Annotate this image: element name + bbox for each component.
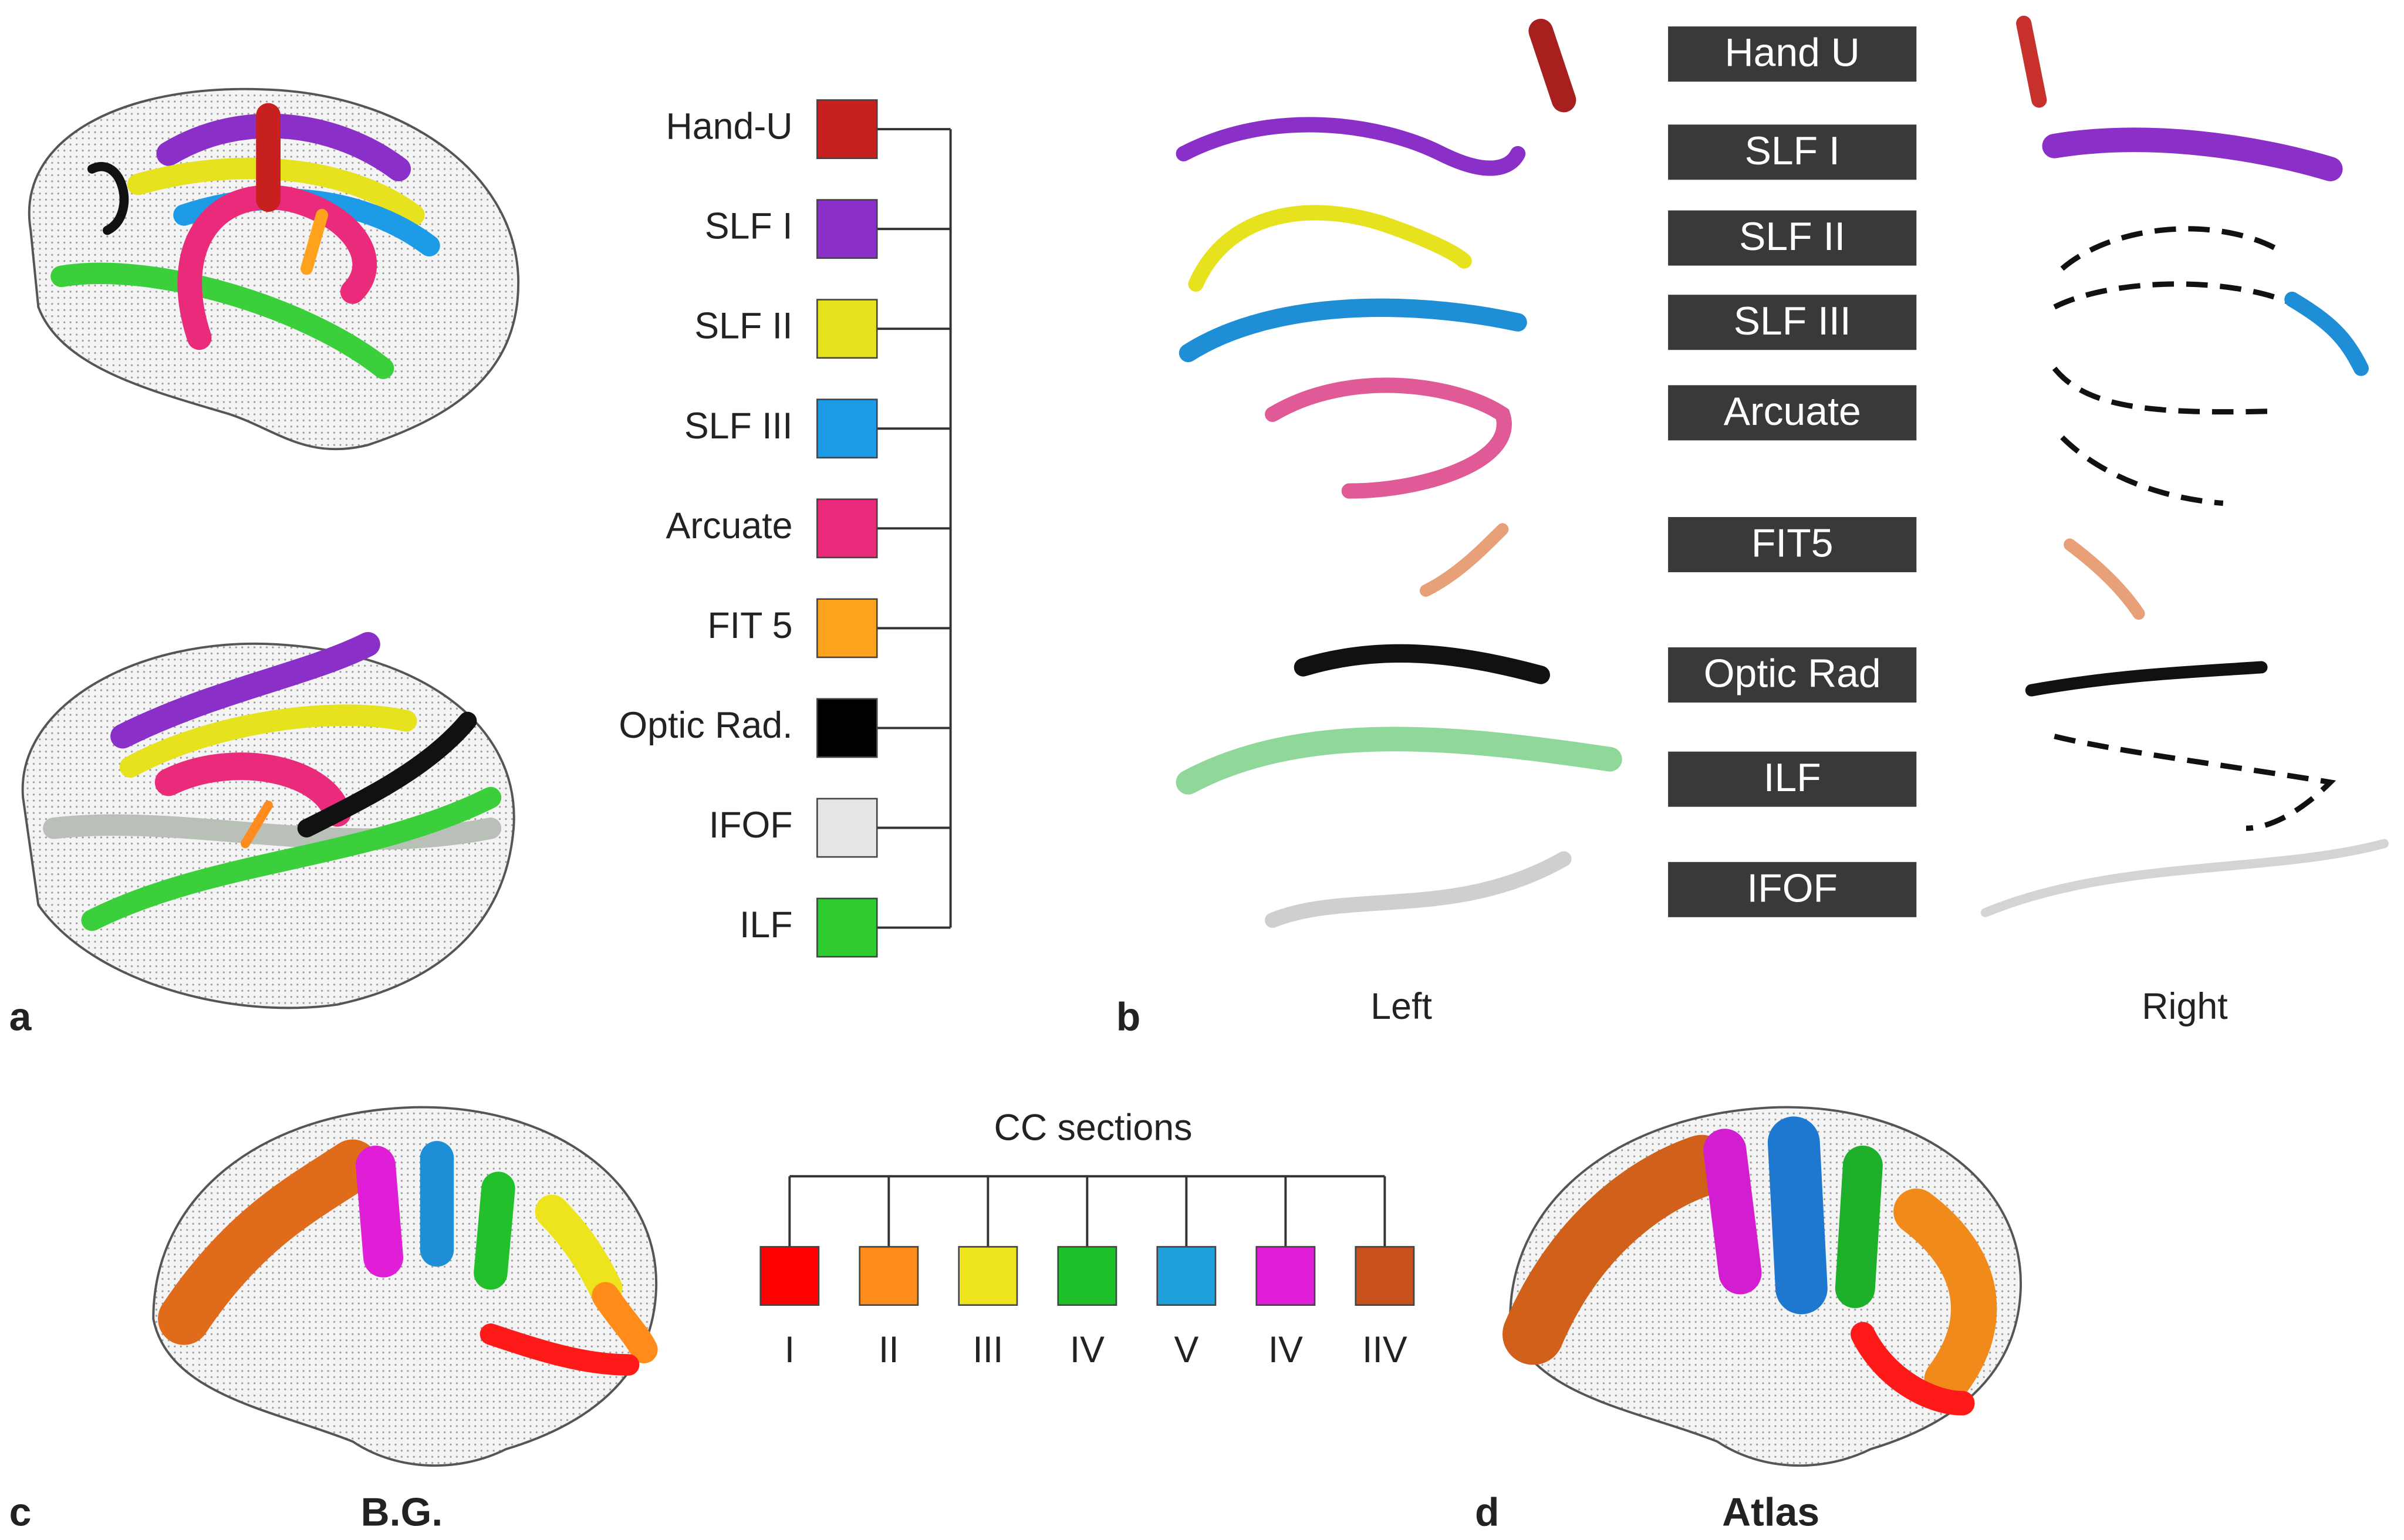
tract-box: [1668, 124, 1917, 180]
legend-swatch: [816, 498, 878, 559]
tract-label: IFOF: [1747, 866, 1838, 910]
tract-label: SLF II: [1739, 215, 1845, 259]
fibers-a-top: [50, 103, 440, 379]
legend-label: SLF II: [694, 306, 792, 347]
section-swatch: [1057, 1246, 1117, 1306]
tract-box: [1668, 751, 1917, 807]
tract-label: FIT5: [1751, 522, 1834, 566]
section-label: IV: [1268, 1329, 1303, 1370]
section-swatch: [1156, 1246, 1217, 1306]
artwork: [21, 15, 2389, 1467]
legend-label: FIT 5: [707, 605, 792, 646]
tract-label: ILF: [1764, 756, 1821, 800]
tract-box: [1668, 295, 1917, 350]
legend-title: CC sections: [994, 1107, 1193, 1148]
tract-label: Hand U: [1725, 31, 1860, 75]
tract-box: [1668, 516, 1917, 573]
fibers-d: [1502, 1116, 1997, 1416]
section-swatch: [859, 1246, 919, 1306]
legend-swatch: [816, 698, 878, 758]
legend-swatch: [816, 398, 878, 459]
tract-label: SLF III: [1734, 299, 1851, 343]
legend-swatch: [816, 598, 878, 658]
tract-box: [1668, 26, 1917, 82]
fibers-b-left: [1176, 18, 1622, 928]
panel-letter: c: [9, 1490, 32, 1534]
legend-swatch: [816, 798, 878, 858]
legend-label: Arcuate: [666, 505, 792, 546]
fibers-c: [158, 1139, 658, 1376]
fibers-b-right: [1981, 15, 2389, 917]
tract-box: [1668, 210, 1917, 266]
section-label: I: [785, 1329, 795, 1370]
tract-box: [1668, 862, 1917, 917]
fibers-a-bottom: [43, 631, 502, 931]
section-swatch: [1255, 1246, 1316, 1306]
panel-letter: d: [1475, 1490, 1499, 1534]
section-label: IIV: [1362, 1329, 1407, 1370]
tract-label: Optic Rad: [1704, 652, 1881, 696]
legend-swatch: [816, 199, 878, 259]
legend-label: SLF III: [684, 406, 793, 447]
section-swatch: [759, 1246, 820, 1306]
caption: Atlas: [1722, 1490, 1819, 1534]
column-label: Right: [2142, 986, 2227, 1027]
legend-label: IFOF: [709, 805, 793, 846]
legend-swatch: [816, 299, 878, 359]
panel-letter: b: [1116, 995, 1140, 1039]
legend-label: ILF: [740, 904, 793, 945]
column-label: Left: [1370, 986, 1432, 1027]
section-label: III: [973, 1329, 1003, 1370]
legend-label: Optic Rad.: [619, 705, 792, 746]
tract-box: [1668, 647, 1917, 703]
panel-letter: a: [9, 995, 32, 1039]
tract-label: Arcuate: [1724, 390, 1861, 434]
section-label: V: [1174, 1329, 1198, 1370]
legend-swatch: [816, 897, 878, 958]
caption: B.G.: [361, 1490, 443, 1534]
section-label: IV: [1070, 1329, 1105, 1370]
legend-swatch: [816, 99, 878, 160]
section-swatch: [958, 1246, 1018, 1306]
legend-label: Hand-U: [666, 106, 793, 147]
legend-label: SLF I: [705, 206, 793, 247]
section-label: II: [879, 1329, 899, 1370]
section-swatch: [1355, 1246, 1415, 1306]
tract-box: [1668, 385, 1917, 441]
tract-label: SLF I: [1745, 129, 1840, 173]
